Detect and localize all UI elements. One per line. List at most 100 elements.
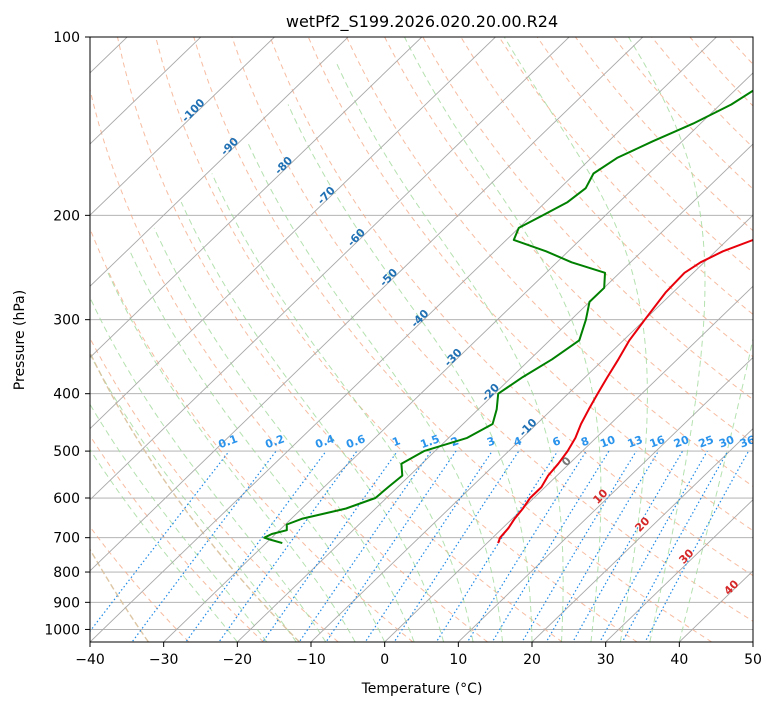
dry-adiabat-line	[269, 37, 753, 577]
mixing-ratio-label: 20	[672, 433, 691, 451]
envelope-line	[90, 351, 300, 642]
dry-adiabat-line	[90, 434, 264, 642]
moist-adiabat-line	[90, 448, 238, 642]
y-tick-label: 700	[53, 531, 80, 547]
mixing-ratio-label: 0.6	[344, 432, 367, 451]
isotherm-line	[384, 285, 753, 642]
mixing-ratio-line	[218, 450, 358, 642]
envelope-line	[90, 548, 149, 642]
moist-adiabat-line	[90, 403, 268, 642]
moist-adiabat-line	[129, 251, 386, 642]
y-tick-label: 900	[53, 595, 80, 611]
moist-adiabat-line	[107, 272, 356, 642]
isotherm-line	[90, 37, 202, 145]
dry-adiabat-line	[90, 227, 414, 642]
moist-adiabat-line	[211, 173, 474, 642]
x-tick-label: 30	[597, 652, 615, 668]
x-tick-label: −30	[149, 652, 179, 668]
dry-adiabat-line	[90, 337, 339, 642]
x-tick-label: −40	[75, 652, 105, 668]
mixing-ratio-label: 36	[738, 433, 757, 451]
moist-adiabat-line	[503, 37, 648, 642]
dry-adiabat-line	[155, 37, 638, 642]
dry-adiabat-line	[90, 525, 190, 642]
mixing-ratio-line	[90, 450, 230, 633]
y-tick-label: 400	[53, 387, 80, 403]
mixing-ratio-line	[572, 450, 684, 642]
dry-adiabat-line	[193, 37, 712, 642]
mixing-ratio-label: 16	[648, 433, 667, 451]
y-tick-label: 1000	[44, 622, 80, 638]
mixing-ratio-line	[364, 450, 493, 642]
mixing-ratio-line	[621, 450, 729, 642]
isotherm-line	[605, 499, 753, 642]
isotherm-line	[90, 37, 276, 216]
mixing-ratio-line	[466, 450, 587, 642]
moist-adiabat-line	[678, 336, 753, 642]
moist-adiabat-line	[404, 37, 602, 642]
dry-adiabat-line	[90, 87, 488, 642]
mixing-ratio-line	[521, 450, 637, 642]
isotherm-line	[90, 37, 718, 642]
isotherm-line	[90, 37, 423, 359]
mixing-ratio-line	[644, 450, 750, 642]
mixing-ratio-label: 30	[717, 433, 736, 451]
y-tick-label: 200	[53, 208, 80, 224]
mixing-ratio-label: 1	[390, 434, 402, 449]
mixing-ratio-label: 25	[697, 433, 716, 450]
x-tick-label: 20	[523, 652, 541, 668]
x-tick-label: 10	[449, 652, 467, 668]
isotherm-line	[236, 143, 753, 642]
mixing-ratio-line	[599, 450, 708, 642]
y-tick-label: 100	[53, 30, 80, 46]
y-tick-label: 300	[53, 313, 80, 329]
mixing-ratio-label: 4	[512, 434, 524, 449]
mixing-ratio-line	[298, 450, 432, 642]
moist-adiabat-line	[335, 61, 564, 642]
mixing-ratio-label: 3	[485, 434, 497, 449]
isotherm-line	[90, 37, 570, 501]
isotherm-line	[90, 37, 644, 572]
x-axis: −40 −30 −20 −10 0 10 20 30 40 50	[75, 642, 762, 668]
moist-adiabat-line	[628, 37, 706, 642]
isotherm-line	[531, 427, 753, 642]
mixing-ratio-line	[545, 450, 659, 642]
y-tick-label: 800	[53, 565, 80, 581]
moist-adiabat-line	[90, 296, 327, 642]
dry-adiabat-line	[460, 37, 753, 358]
dewpoint-line	[263, 89, 753, 545]
mixing-ratio-line	[185, 450, 327, 642]
mixing-ratio-label: 13	[626, 433, 645, 450]
isotherm-line	[310, 214, 753, 642]
mixing-ratio-line	[325, 450, 457, 642]
x-axis-label: Temperature (°C)	[361, 681, 483, 697]
mixing-ratio-label: 8	[579, 434, 591, 449]
mixing-ratio-label: 0.1	[217, 432, 240, 451]
dry-adiabat-line	[422, 37, 753, 401]
x-tick-label: 40	[670, 652, 688, 668]
plot-frame	[89, 36, 754, 643]
mixing-ratio-label: 6	[551, 434, 563, 449]
x-tick-label: −20	[223, 652, 253, 668]
mixing-ratio-label: 0.2	[264, 432, 287, 451]
mixing-ratio-line	[393, 450, 520, 642]
moist-adiabat-line	[246, 141, 503, 642]
mixing-ratio-line	[435, 450, 559, 642]
x-tick-label: 50	[744, 652, 762, 668]
mixing-ratio-label: 0.4	[314, 432, 337, 451]
y-axis: 100 200 300 400 500 600 700 800 900 1000	[44, 30, 90, 638]
isotherm-line	[457, 356, 753, 642]
mixing-ratio-line	[491, 450, 610, 642]
moist-adiabat-line	[287, 104, 533, 642]
y-axis-label: Pressure (hPa)	[12, 290, 28, 390]
y-tick-label: 500	[53, 444, 80, 460]
isotherm-line	[90, 37, 497, 430]
isotherm-line	[90, 37, 349, 287]
dry-adiabat-line	[231, 37, 753, 622]
chart-title: wetPf2_S199.2026.020.20.00.R24	[286, 12, 558, 32]
y-tick-label: 600	[53, 491, 80, 507]
dry-adiabat-line	[117, 37, 563, 642]
mixing-ratio-label: 10	[598, 433, 617, 451]
x-tick-label: 0	[380, 652, 389, 668]
